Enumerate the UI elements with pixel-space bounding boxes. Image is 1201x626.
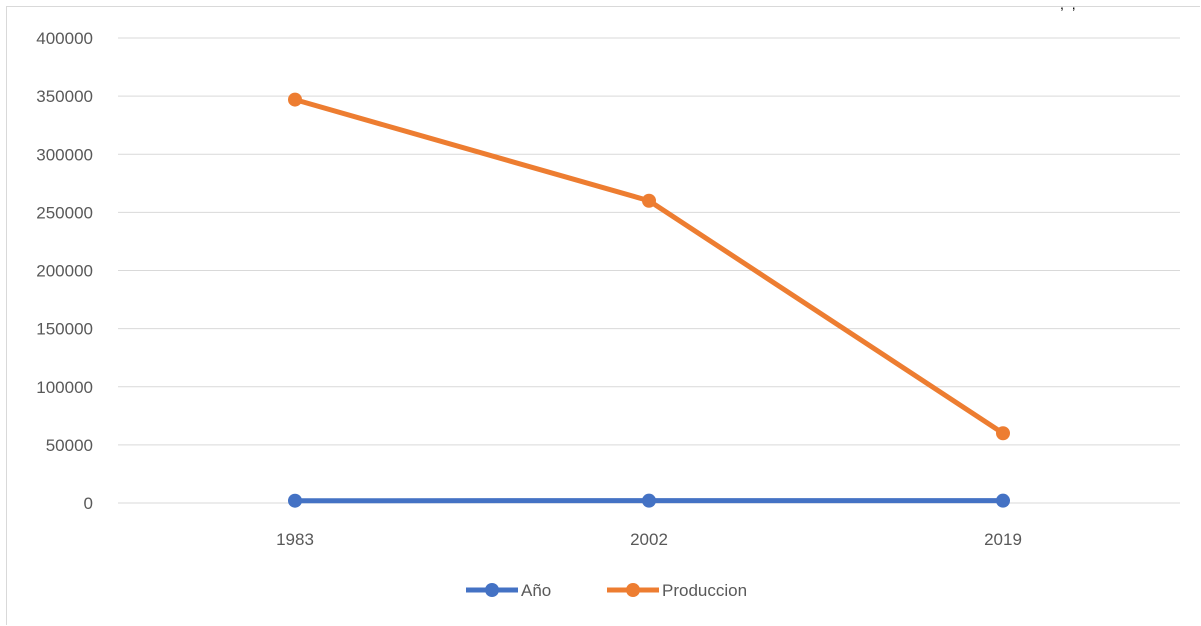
legend-item-a-o: Año [466, 581, 551, 600]
y-tick-label: 100000 [36, 378, 93, 397]
x-axis-tick-labels: 1983 2002 2019 [276, 530, 1022, 549]
y-tick-label: 300000 [36, 145, 93, 164]
data-point-produccion [642, 193, 656, 208]
legend-label: Año [521, 581, 551, 600]
y-tick-label: 250000 [36, 203, 93, 222]
y-axis-tick-labels: 0 50000 100000 150000 200000 250000 300000 3500… [36, 29, 93, 513]
y-tick-label: 50000 [46, 436, 93, 455]
y-tick-label: 150000 [36, 320, 93, 339]
chart-frame [6, 6, 1200, 625]
page-fragment-text: , , [1060, 0, 1078, 12]
legend-label: Produccion [662, 581, 747, 600]
data-point-produccion [288, 92, 302, 107]
data-point-a-o [288, 493, 302, 508]
y-tick-label: 200000 [36, 262, 93, 281]
legend-item-produccion: Produccion [607, 581, 747, 600]
y-tick-label: 0 [84, 494, 93, 513]
legend-marker-swatch [626, 583, 640, 597]
data-point-a-o [996, 493, 1010, 508]
y-tick-label: 350000 [36, 87, 93, 106]
gridlines [118, 37, 1180, 504]
x-tick-label: 2002 [630, 530, 668, 549]
legend: Año Produccion [466, 581, 747, 600]
x-tick-label: 1983 [276, 530, 314, 549]
y-tick-label: 400000 [36, 29, 93, 48]
x-tick-label: 2019 [984, 530, 1022, 549]
data-point-produccion [996, 426, 1010, 441]
legend-marker-swatch [485, 583, 499, 597]
series-line-produccion [292, 97, 1006, 436]
series-group [288, 92, 1010, 508]
data-point-a-o [642, 493, 656, 508]
